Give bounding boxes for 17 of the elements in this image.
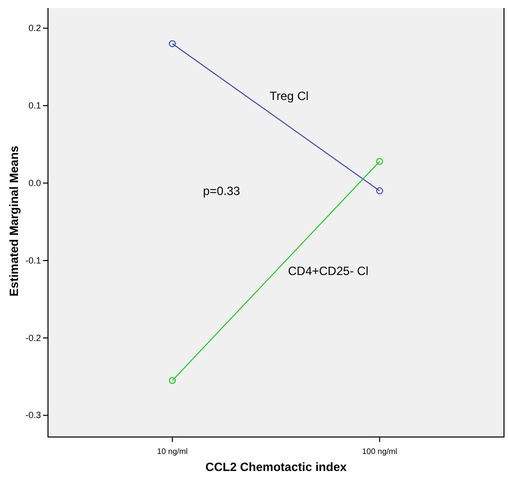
point [376,158,384,165]
x-axis-title: CCL2 Chemotactic index [205,460,347,474]
y-tick-label: -0.1 [25,255,41,266]
annotation: p=0.33 [203,184,240,198]
y-tick-label: -0.2 [25,332,41,343]
point [168,40,176,48]
y-tick-label: 0.1 [28,100,41,111]
y-tick-label: -0.3 [25,410,41,420]
y-tick-label: 0.2 [28,23,41,34]
point [376,187,384,194]
y-tick-label: 0.0 [28,178,41,188]
y-axis-title: Estimated Marginal Means [7,145,21,296]
series-label: CD4+CD25- Cl [288,264,368,278]
series-label: Treg Cl [270,88,309,103]
x-tick-label: 10 ng/ml [157,447,188,456]
x-tick-label: 100 ng/ml [362,447,398,456]
point [168,376,176,384]
